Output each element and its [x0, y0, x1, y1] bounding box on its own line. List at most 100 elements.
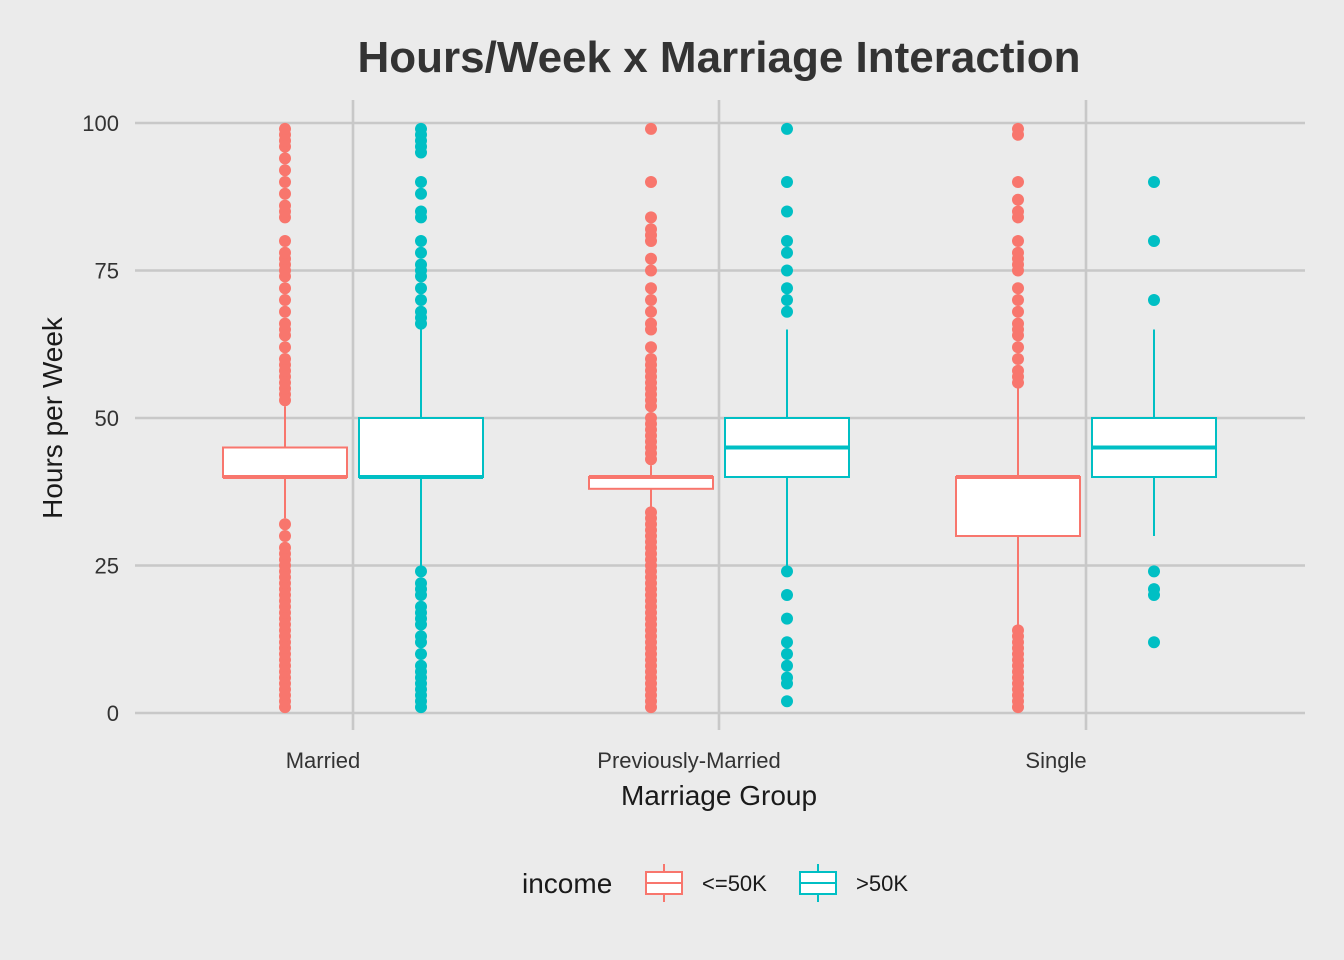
- outlier-point: [279, 541, 291, 554]
- outlier-point: [279, 122, 291, 135]
- outlier-point: [415, 176, 427, 188]
- outlier-point: [1148, 636, 1160, 649]
- legend-key: [645, 864, 683, 902]
- outlier-point: [1148, 294, 1160, 306]
- box-group: [1091, 176, 1217, 649]
- x-axis-ticks: Married Previously-Married Single: [286, 748, 1087, 773]
- legend-title: income: [522, 868, 612, 899]
- outlier-point: [645, 264, 657, 277]
- legend-key: [799, 864, 837, 902]
- outlier-point: [781, 305, 793, 318]
- outlier-point: [1012, 176, 1024, 188]
- y-axis-title: Hours per Week: [37, 316, 68, 519]
- y-tick-label: 25: [95, 554, 119, 579]
- legend-label: <=50K: [702, 871, 767, 896]
- outlier-point: [645, 341, 657, 354]
- outlier-point: [1012, 205, 1024, 218]
- outlier-point: [415, 122, 427, 135]
- outlier-point: [1012, 624, 1024, 637]
- outlier-point: [781, 648, 793, 660]
- box-iqr: [358, 417, 484, 478]
- box-group: [222, 122, 348, 714]
- outlier-point: [279, 176, 291, 188]
- outlier-point: [1148, 583, 1160, 596]
- outlier-point: [781, 565, 793, 578]
- outlier-point: [279, 294, 291, 306]
- outlier-point: [279, 353, 291, 365]
- outlier-point: [279, 164, 291, 177]
- outlier-point: [1012, 122, 1024, 135]
- outlier-point: [645, 176, 657, 188]
- outlier-point: [415, 577, 427, 590]
- outlier-point: [415, 294, 427, 306]
- outlier-point: [645, 317, 657, 330]
- outlier-point: [1012, 294, 1024, 306]
- outlier-point: [781, 122, 793, 135]
- outlier-point: [1148, 565, 1160, 578]
- outlier-point: [781, 282, 793, 295]
- outlier-point: [415, 630, 427, 643]
- outlier-point: [415, 282, 427, 295]
- outlier-point: [781, 294, 793, 306]
- outlier-point: [781, 176, 793, 188]
- y-tick-label: 50: [95, 406, 119, 431]
- outlier-point: [781, 612, 793, 625]
- outlier-point: [1148, 235, 1160, 247]
- y-tick-label: 75: [95, 259, 119, 284]
- outlier-point: [415, 648, 427, 660]
- outlier-point: [781, 671, 793, 684]
- y-tick-label: 100: [82, 111, 119, 136]
- outlier-point: [645, 211, 657, 224]
- outlier-point: [645, 122, 657, 135]
- outlier-point: [1148, 176, 1160, 188]
- x-axis-title: Marriage Group: [621, 780, 817, 811]
- outlier-point: [1012, 193, 1024, 206]
- box-group: [955, 122, 1081, 714]
- outlier-point: [279, 518, 291, 531]
- outlier-point: [415, 305, 427, 318]
- outlier-point: [1012, 246, 1024, 259]
- outlier-point: [781, 659, 793, 672]
- outlier-point: [645, 412, 657, 424]
- outlier-point: [1012, 235, 1024, 247]
- outlier-point: [279, 246, 291, 259]
- grid-lines: [135, 100, 1305, 730]
- box-group: [724, 122, 850, 708]
- outlier-point: [1012, 353, 1024, 365]
- outlier-point: [279, 282, 291, 295]
- x-tick-label: Single: [1025, 748, 1086, 773]
- boxes-layer: [222, 122, 1217, 714]
- outlier-point: [645, 305, 657, 318]
- outlier-point: [645, 282, 657, 295]
- outlier-point: [1012, 364, 1024, 377]
- outlier-point: [415, 187, 427, 200]
- outlier-point: [415, 565, 427, 578]
- outlier-point: [415, 659, 427, 672]
- outlier-point: [645, 506, 657, 519]
- outlier-point: [415, 258, 427, 271]
- box-group: [588, 122, 714, 714]
- outlier-point: [645, 223, 657, 236]
- outlier-point: [279, 305, 291, 318]
- outlier-point: [279, 199, 291, 212]
- chart-title: Hours/Week x Marriage Interaction: [358, 33, 1081, 82]
- outlier-point: [279, 235, 291, 247]
- x-tick-label: Married: [286, 748, 361, 773]
- box-group: [358, 122, 484, 714]
- outlier-point: [279, 152, 291, 165]
- outlier-point: [781, 246, 793, 259]
- box-iqr: [222, 446, 348, 478]
- outlier-point: [645, 294, 657, 306]
- outlier-point: [1012, 282, 1024, 295]
- outlier-point: [781, 589, 793, 601]
- outlier-point: [415, 600, 427, 613]
- outlier-point: [415, 205, 427, 218]
- outlier-point: [1012, 305, 1024, 318]
- outlier-point: [1012, 317, 1024, 330]
- legend: income <=50K >50K: [522, 864, 908, 902]
- x-tick-label: Previously-Married: [597, 748, 780, 773]
- outlier-point: [415, 246, 427, 259]
- y-tick-label: 0: [107, 701, 119, 726]
- outlier-point: [781, 235, 793, 247]
